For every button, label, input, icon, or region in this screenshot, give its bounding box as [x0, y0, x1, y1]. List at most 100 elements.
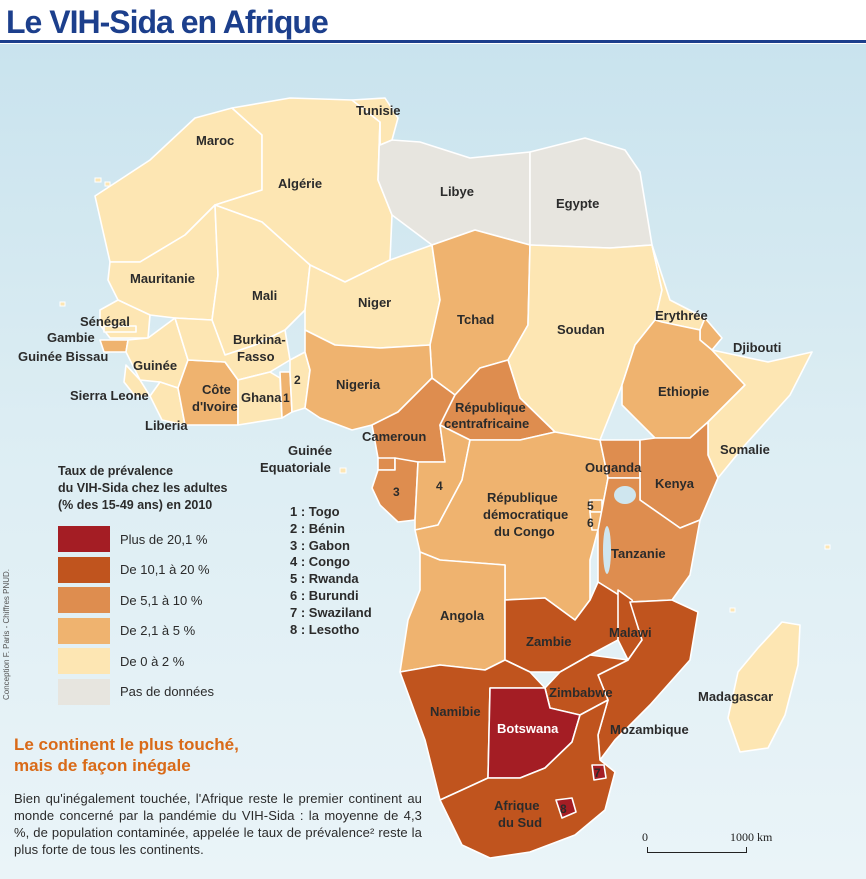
island-sao-tome	[339, 467, 347, 474]
country-afrique-du-sud[interactable]	[439, 699, 616, 859]
label-nigeria: Nigeria	[336, 377, 381, 392]
credit-text: Conception F. Paris - Chiffres PNUD.	[2, 569, 11, 700]
legend-item: Pas de données	[58, 677, 308, 708]
island-canaries	[94, 177, 102, 183]
textbox-body: Bien qu'inégalement touchée, l'Afrique r…	[14, 791, 422, 857]
textbox-heading-line1: Le continent le plus touché,	[14, 735, 239, 754]
marker-3-gabon: 3	[393, 485, 400, 499]
lake-victoria	[614, 486, 636, 504]
scale-start-label: 0	[642, 830, 648, 844]
label-rca-line1: République	[455, 400, 526, 415]
label-djibouti: Djibouti	[733, 340, 781, 355]
label-guinee-bissau: Guinée Bissau	[18, 349, 108, 364]
label-afrique-sud-line2: du Sud	[498, 815, 542, 830]
country-egypte[interactable]	[529, 137, 653, 249]
label-zambie: Zambie	[526, 634, 572, 649]
textbox-heading-line2: mais de façon inégale	[14, 756, 191, 775]
country-gambie[interactable]	[103, 325, 137, 333]
label-liberia: Liberia	[145, 418, 188, 433]
label-rca-line2: centrafricaine	[444, 416, 529, 431]
legend-label: De 5,1 à 10 %	[120, 592, 203, 608]
legend-swatch	[58, 556, 110, 583]
legend-label: De 0 à 2 %	[120, 653, 185, 669]
marker-4-congo: 4	[436, 479, 443, 493]
key-item: 2 : Bénin	[290, 520, 345, 536]
lake-tanganyika	[603, 526, 611, 574]
legend-label: De 2,1 à 5 %	[120, 623, 196, 639]
country-burkina-faso[interactable]	[174, 317, 291, 381]
key-item: 5 : Rwanda	[290, 571, 359, 587]
label-somalie: Somalie	[720, 442, 770, 457]
marker-2-benin: 2	[294, 373, 301, 387]
country-sierra-leone[interactable]	[123, 364, 151, 397]
label-namibie: Namibie	[430, 704, 481, 719]
label-zimbabwe: Zimbabwe	[549, 685, 613, 700]
marker-7-swaziland: 7	[594, 766, 601, 780]
legend-item: De 5,1 à 10 %	[58, 585, 308, 616]
label-tunisie: Tunisie	[356, 103, 401, 118]
country-guinee-equatoriale[interactable]	[377, 457, 396, 471]
label-ghana: Ghana	[241, 390, 282, 405]
island-comores	[729, 607, 736, 613]
label-niger: Niger	[358, 295, 391, 310]
marker-1-togo: 1	[283, 391, 290, 405]
label-ethiopie: Ethiopie	[658, 384, 709, 399]
legend-item: Plus de 20,1 %	[58, 524, 308, 555]
country-somalie[interactable]	[707, 349, 813, 479]
scale-end-label: 1000 km	[730, 830, 773, 844]
legend-title-line1: Taux de prévalence	[58, 464, 174, 478]
legend-label: Pas de données	[120, 684, 214, 700]
label-guinee-eq-line1: Guinée	[288, 443, 332, 458]
label-cote-line1: Côte	[202, 382, 231, 397]
island-seychelles	[824, 544, 831, 550]
label-cote-line2: d'Ivoire	[192, 399, 238, 414]
legend-label: Plus de 20,1 %	[120, 531, 208, 547]
label-egypte: Egypte	[556, 196, 599, 211]
text-box: Le continent le plus touché, mais de faç…	[14, 734, 422, 858]
key-item: 1 : Togo	[290, 504, 340, 519]
label-mozambique: Mozambique	[610, 722, 689, 737]
legend-swatch	[58, 587, 110, 614]
legend-item: De 0 à 2 %	[58, 646, 308, 677]
legend: Taux de prévalence du VIH-Sida chez les …	[58, 463, 308, 707]
number-key-list: 1 : Togo 2 : Bénin 3 : Gabon 4 : Congo 5…	[290, 504, 372, 638]
key-item: 6 : Burundi	[290, 587, 359, 603]
label-sierra-leone: Sierra Leone	[70, 388, 149, 403]
label-maroc: Maroc	[196, 133, 234, 148]
label-guinee-eq-line2: Equatoriale	[260, 460, 331, 475]
label-rdc-line1: République	[487, 490, 558, 505]
country-swaziland[interactable]	[591, 764, 607, 781]
key-item: 3 : Gabon	[290, 537, 350, 553]
key-item: 8 : Lesotho	[290, 621, 360, 637]
legend-title-line3: (% des 15-49 ans) en 2010	[58, 498, 213, 512]
country-tanzanie[interactable]	[597, 477, 701, 603]
label-algerie: Algérie	[278, 176, 322, 191]
label-senegal: Sénégal	[80, 314, 130, 329]
legend-item: De 10,1 à 20 %	[58, 555, 308, 586]
label-kenya: Kenya	[655, 476, 695, 491]
marker-8-lesotho: 8	[560, 802, 567, 816]
label-botswana: Botswana	[497, 721, 559, 736]
label-burkina-line1: Burkina-	[233, 332, 286, 347]
legend-swatch	[58, 526, 110, 553]
label-tchad: Tchad	[457, 312, 494, 327]
label-angola: Angola	[440, 608, 485, 623]
country-lesotho[interactable]	[555, 797, 577, 819]
label-burkina-line2: Fasso	[237, 349, 275, 364]
label-cameroun: Cameroun	[362, 429, 426, 444]
legend-swatch	[58, 648, 110, 675]
label-rdc-line2: démocratique	[483, 507, 568, 522]
country-madagascar[interactable]	[727, 621, 801, 753]
label-guinee: Guinée	[133, 358, 177, 373]
label-madagascar: Madagascar	[698, 689, 773, 704]
marker-5-rwanda: 5	[587, 499, 594, 513]
legend-item: De 2,1 à 5 %	[58, 616, 308, 647]
label-erythree: Erythrée	[655, 308, 708, 323]
island-cap-vert	[59, 301, 66, 307]
label-rdc-line3: du Congo	[494, 524, 555, 539]
legend-swatch	[58, 617, 110, 644]
label-malawi: Malawi	[609, 625, 652, 640]
label-ouganda: Ouganda	[585, 460, 642, 475]
title-underline	[0, 40, 866, 43]
